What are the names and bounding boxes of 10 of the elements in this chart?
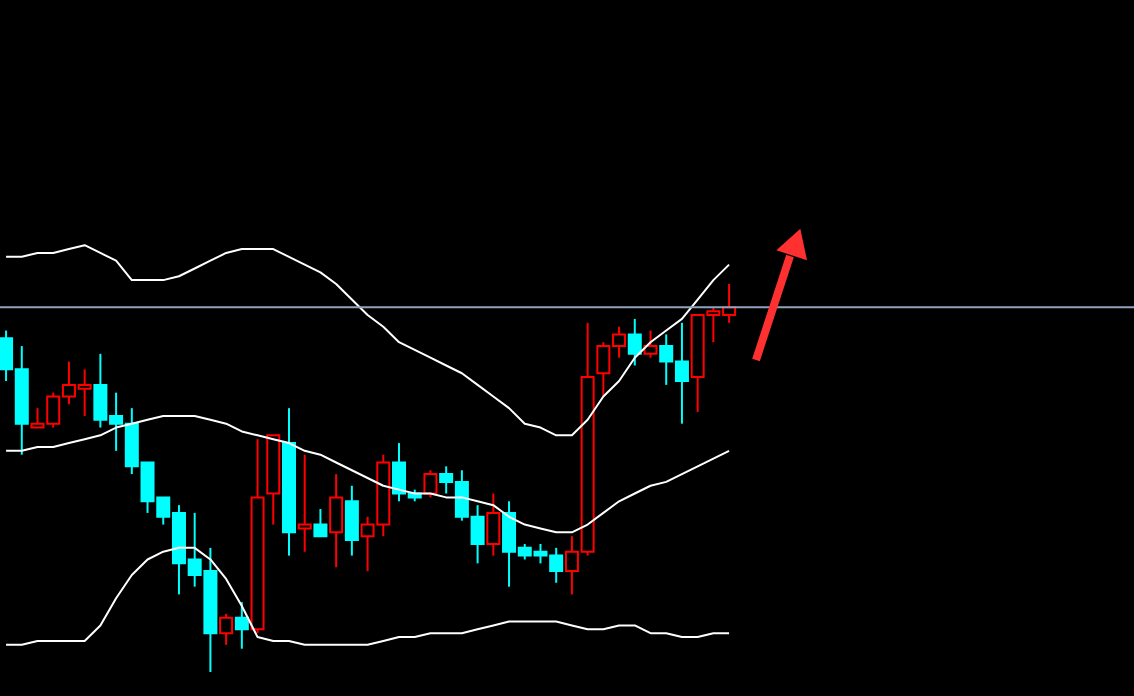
candlestick: [486, 492, 501, 557]
candlestick: [219, 612, 234, 646]
candlestick: [344, 484, 359, 557]
candlestick: [297, 453, 312, 553]
candlestick: [643, 329, 658, 359]
candlestick: [329, 473, 344, 569]
candlestick: [234, 601, 249, 650]
candlestick: [423, 469, 438, 499]
candlestick: [313, 508, 328, 538]
candlestick: [627, 317, 642, 367]
